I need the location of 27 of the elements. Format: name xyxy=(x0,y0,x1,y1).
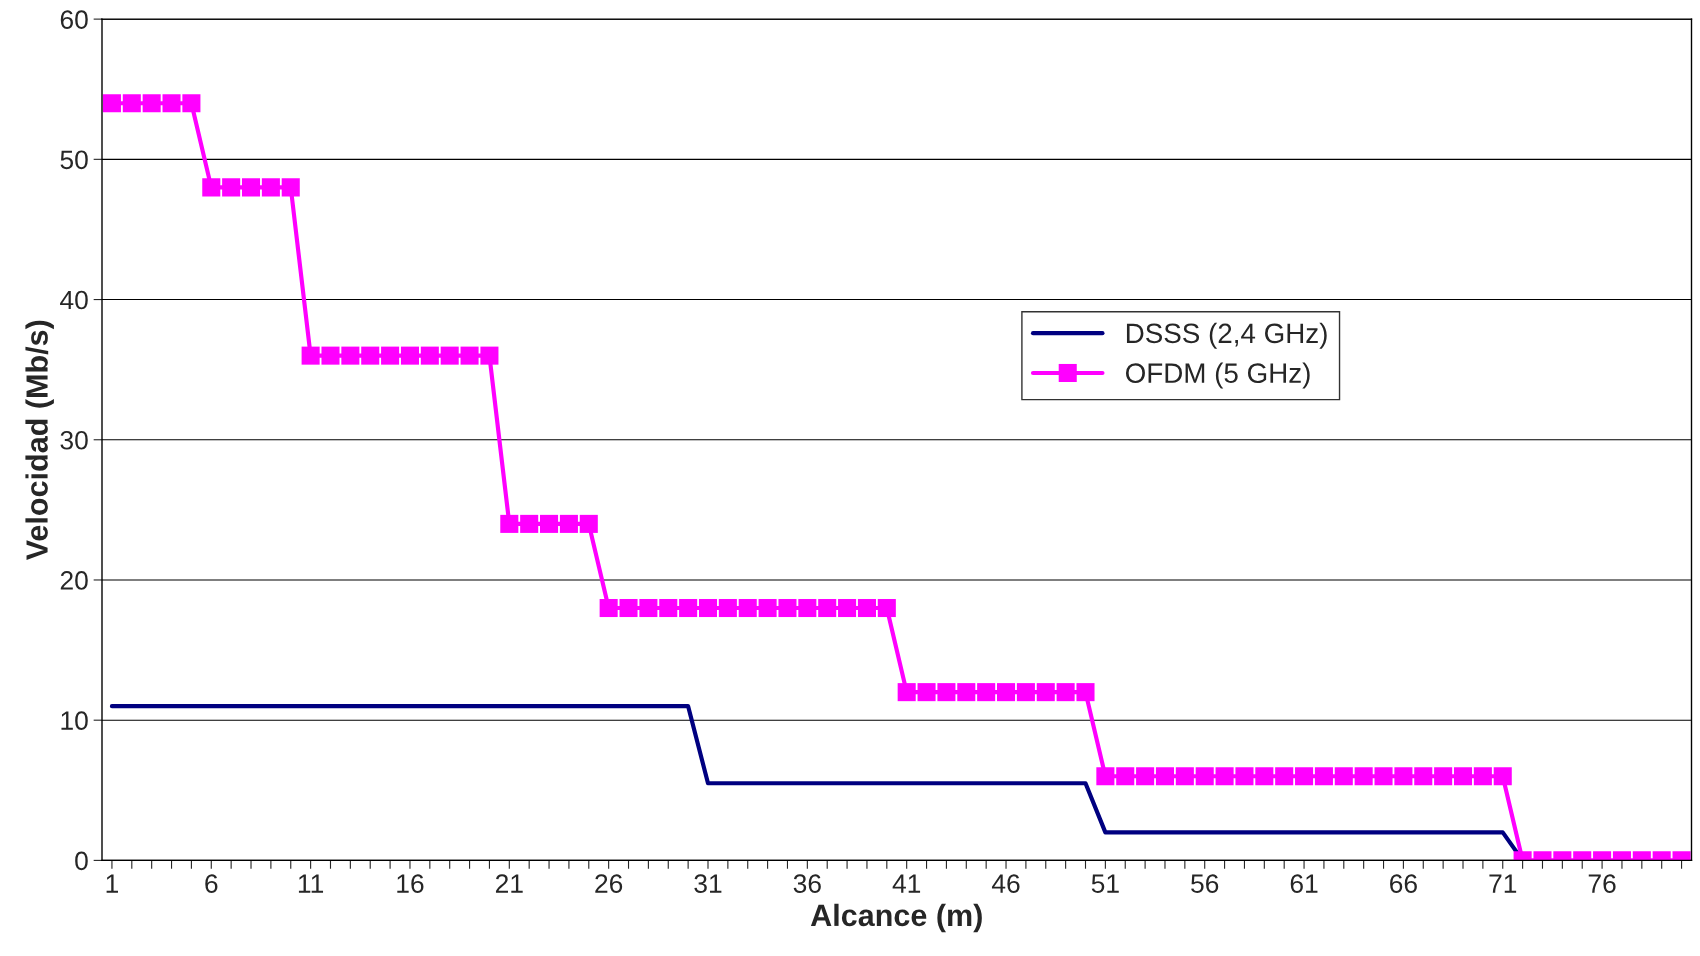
y-tick-label: 30 xyxy=(60,430,88,450)
x-tick-label: 31 xyxy=(694,874,722,893)
y-tick-label: 50 xyxy=(60,150,88,170)
y-tick-label: 40 xyxy=(60,290,88,310)
x-tick-label: 6 xyxy=(205,874,218,893)
legend-label: OFDM (5 GHz) xyxy=(1126,362,1310,389)
y-axis-title: Velocidad (Mb/s) xyxy=(25,320,54,561)
x-tick-label: 21 xyxy=(495,874,523,893)
y-tick-label: 20 xyxy=(60,571,88,590)
y-tick-label: 0 xyxy=(75,851,88,871)
x-tick-label: 41 xyxy=(892,874,921,893)
x-tick-label: 56 xyxy=(1191,874,1219,893)
x-tick-label: 36 xyxy=(793,874,821,893)
x-tick-label: 51 xyxy=(1091,874,1119,893)
x-axis-title: Alcance (m) xyxy=(810,903,982,933)
x-tick-label: 66 xyxy=(1390,874,1417,893)
legend-label: DSSS (2,4 GHz) xyxy=(1126,322,1327,349)
x-tick-label: 46 xyxy=(991,874,1020,893)
x-tick-label: 61 xyxy=(1290,874,1318,893)
x-tick-label: 71 xyxy=(1489,874,1517,893)
y-tick-label: 10 xyxy=(61,711,88,731)
x-tick-label: 16 xyxy=(397,874,424,893)
x-tick-label: 1 xyxy=(106,874,118,893)
x-tick-label: 11 xyxy=(298,874,324,893)
y-tick-label: 60 xyxy=(60,10,88,29)
x-tick-label: 76 xyxy=(1588,874,1616,893)
x-tick-label: 26 xyxy=(595,874,623,893)
